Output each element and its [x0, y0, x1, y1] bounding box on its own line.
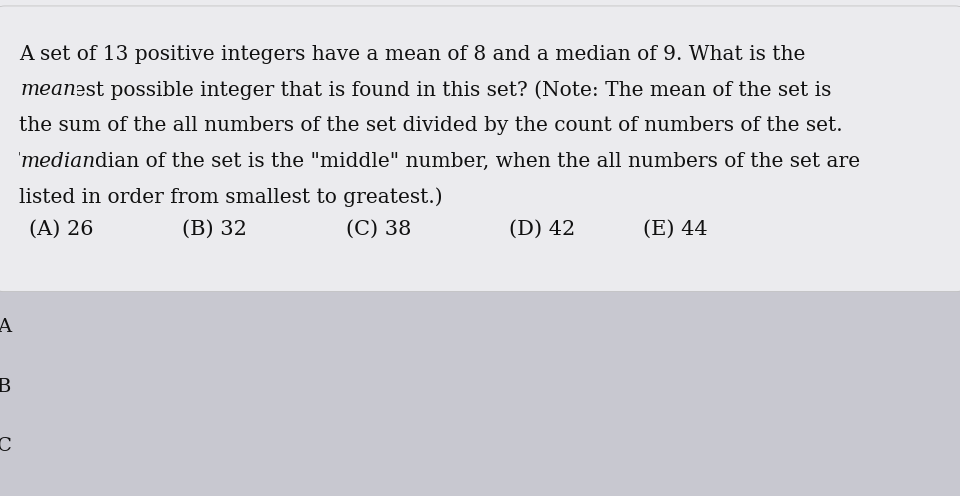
Text: median: median	[20, 152, 96, 171]
Text: (E) 44: (E) 44	[643, 220, 708, 239]
FancyBboxPatch shape	[0, 6, 960, 292]
Text: A: A	[0, 318, 12, 336]
Text: listed in order from smallest to greatest.): listed in order from smallest to greates…	[19, 187, 443, 207]
Text: greatest possible integer that is found in this set? (Note: The mean of the set : greatest possible integer that is found …	[19, 80, 831, 100]
Text: (A) 26: (A) 26	[29, 220, 93, 239]
Text: (B) 32: (B) 32	[182, 220, 248, 239]
Text: (C) 38: (C) 38	[346, 220, 411, 239]
Text: (D) 42: (D) 42	[509, 220, 575, 239]
Text: mean: mean	[20, 80, 77, 99]
Text: the sum of the all numbers of the set divided by the count of numbers of the set: the sum of the all numbers of the set di…	[19, 116, 843, 135]
FancyBboxPatch shape	[0, 0, 960, 273]
Text: The median of the set is the "middle" number, when the all numbers of the set ar: The median of the set is the "middle" nu…	[19, 152, 860, 171]
Text: C: C	[0, 437, 12, 455]
Text: A set of 13 positive integers have a mean of 8 and a median of 9. What is the: A set of 13 positive integers have a mea…	[19, 45, 805, 63]
Text: B: B	[0, 378, 12, 396]
